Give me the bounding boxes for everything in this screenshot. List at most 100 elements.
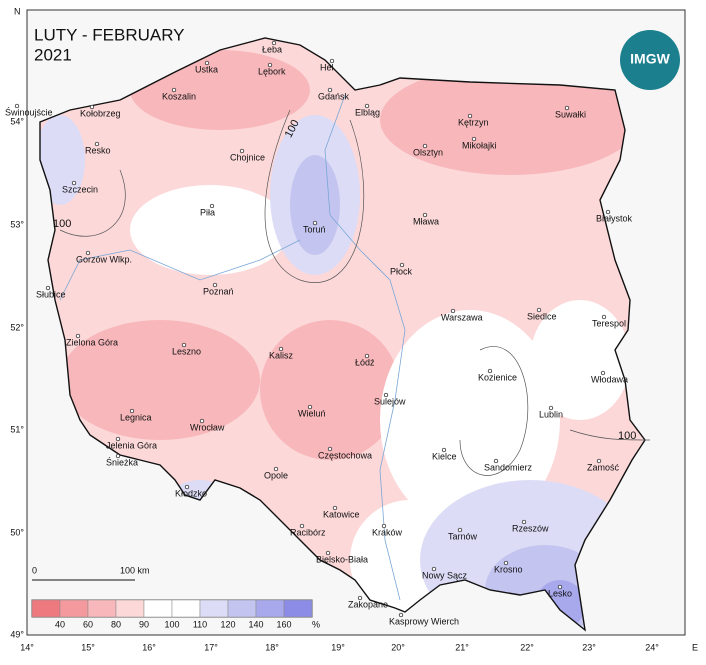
longitude-label: 20° bbox=[391, 642, 405, 652]
city-dot bbox=[307, 404, 313, 410]
city-dot bbox=[94, 141, 100, 147]
city-label: Lublin bbox=[539, 409, 563, 419]
city-label: Chojnice bbox=[230, 152, 265, 162]
city-label: Kalisz bbox=[269, 350, 294, 360]
city-dot bbox=[212, 282, 218, 288]
city-label: Słubice bbox=[36, 289, 66, 299]
city-label: Opole bbox=[264, 470, 288, 480]
city-dot bbox=[75, 333, 81, 339]
city-label: Toruń bbox=[303, 224, 326, 234]
legend-swatch bbox=[255, 599, 285, 618]
latitude-label: 51° bbox=[10, 424, 24, 434]
city-label: Wrocław bbox=[190, 422, 225, 432]
legend-swatch bbox=[171, 599, 201, 618]
city-label: Lesko bbox=[548, 588, 572, 598]
city-label: Włodawa bbox=[591, 374, 628, 384]
isoline-label: 100 bbox=[618, 430, 636, 442]
city-dot bbox=[204, 60, 210, 66]
city-dot bbox=[422, 212, 428, 218]
legend-label: 110 bbox=[193, 619, 207, 629]
city-label: Nowy Sącz bbox=[422, 570, 468, 580]
city-dot bbox=[364, 103, 370, 109]
city-dot bbox=[273, 466, 279, 472]
year: 2021 bbox=[34, 45, 72, 64]
latitude-label: 52° bbox=[10, 322, 24, 332]
city-label: Legnica bbox=[120, 412, 152, 422]
legend-swatch bbox=[115, 599, 145, 618]
city-label: Leszno bbox=[172, 346, 201, 356]
city-dot bbox=[325, 550, 331, 556]
city-dot bbox=[129, 408, 135, 414]
city-label: Kasprowy Wierch bbox=[389, 616, 459, 626]
longitude-label: 17° bbox=[204, 642, 218, 652]
city-label: Warszawa bbox=[441, 312, 483, 322]
east: E bbox=[692, 642, 698, 652]
rivers bbox=[59, 94, 406, 601]
legend-swatch bbox=[199, 599, 229, 618]
city-dot bbox=[399, 262, 405, 268]
city-label: Szczecin bbox=[62, 184, 98, 194]
city-label: Mława bbox=[413, 216, 439, 226]
city-label: Tarnów bbox=[448, 531, 478, 541]
city-dot bbox=[115, 453, 121, 459]
city-dot bbox=[327, 446, 333, 452]
city-label: Płock bbox=[390, 266, 413, 276]
city-dot bbox=[71, 180, 77, 186]
city-label: Łeba bbox=[262, 44, 282, 54]
city-dot bbox=[312, 220, 318, 226]
latitude-label: 50° bbox=[10, 527, 24, 537]
legend-swatch bbox=[143, 599, 173, 618]
city-dot bbox=[457, 527, 463, 533]
city-dot bbox=[278, 346, 284, 352]
city-dot bbox=[557, 584, 563, 590]
city-dot bbox=[329, 58, 335, 64]
legend-swatch bbox=[31, 599, 61, 618]
legend-label: 90 bbox=[139, 619, 149, 629]
city-dot bbox=[199, 418, 205, 424]
city-dot bbox=[14, 103, 20, 109]
city-label: Terespol bbox=[592, 318, 626, 328]
city-label: Sulejów bbox=[374, 396, 406, 406]
north: N bbox=[14, 6, 21, 16]
city-label: Gorzów Wlkp. bbox=[76, 254, 132, 264]
city-label: Katowice bbox=[323, 509, 360, 519]
city-label: Świnoujście bbox=[5, 106, 53, 117]
longitude-label: 18° bbox=[265, 642, 279, 652]
city-dot bbox=[364, 353, 370, 359]
city-label: Racibórz bbox=[290, 527, 326, 537]
legend-label: 140 bbox=[248, 619, 263, 629]
title: LUTY - FEBRUARY bbox=[34, 25, 185, 44]
city-dot bbox=[184, 484, 190, 490]
longitude-label: 15° bbox=[81, 642, 95, 652]
city-dot bbox=[450, 308, 456, 314]
city-label: Częstochowa bbox=[318, 450, 372, 460]
city-label: Bielsko-Biała bbox=[316, 554, 368, 564]
city-dot bbox=[398, 612, 404, 618]
city-label: Kłodzko bbox=[175, 488, 207, 498]
city-dot bbox=[271, 40, 277, 46]
city-label: Poznań bbox=[203, 286, 234, 296]
latitude-label: 54° bbox=[10, 116, 24, 126]
city-label: Wieluń bbox=[298, 408, 326, 418]
city-dot bbox=[471, 136, 477, 142]
logo bbox=[620, 30, 680, 90]
city-label: Zamość bbox=[587, 462, 620, 472]
city-label: Zielona Góra bbox=[66, 337, 118, 347]
city-label: Kielce bbox=[432, 451, 457, 461]
longitude-label: 24° bbox=[645, 642, 659, 652]
city-label: Kraków bbox=[372, 527, 403, 537]
city-dot bbox=[601, 314, 607, 320]
legend-swatch bbox=[87, 599, 117, 618]
city-dot bbox=[596, 458, 602, 464]
city-dot bbox=[600, 370, 606, 376]
longitude-label: 21° bbox=[455, 642, 469, 652]
city-dot bbox=[332, 505, 338, 511]
city-label: Ustka bbox=[195, 64, 218, 74]
scale-end: 100 km bbox=[120, 565, 150, 575]
city-dot bbox=[209, 203, 215, 209]
city-label: Zakopane bbox=[348, 599, 388, 609]
city-label: Piła bbox=[200, 207, 215, 217]
city-label: Siedlce bbox=[527, 311, 557, 321]
city-dot bbox=[327, 87, 333, 93]
city-label: Hel bbox=[320, 62, 334, 72]
